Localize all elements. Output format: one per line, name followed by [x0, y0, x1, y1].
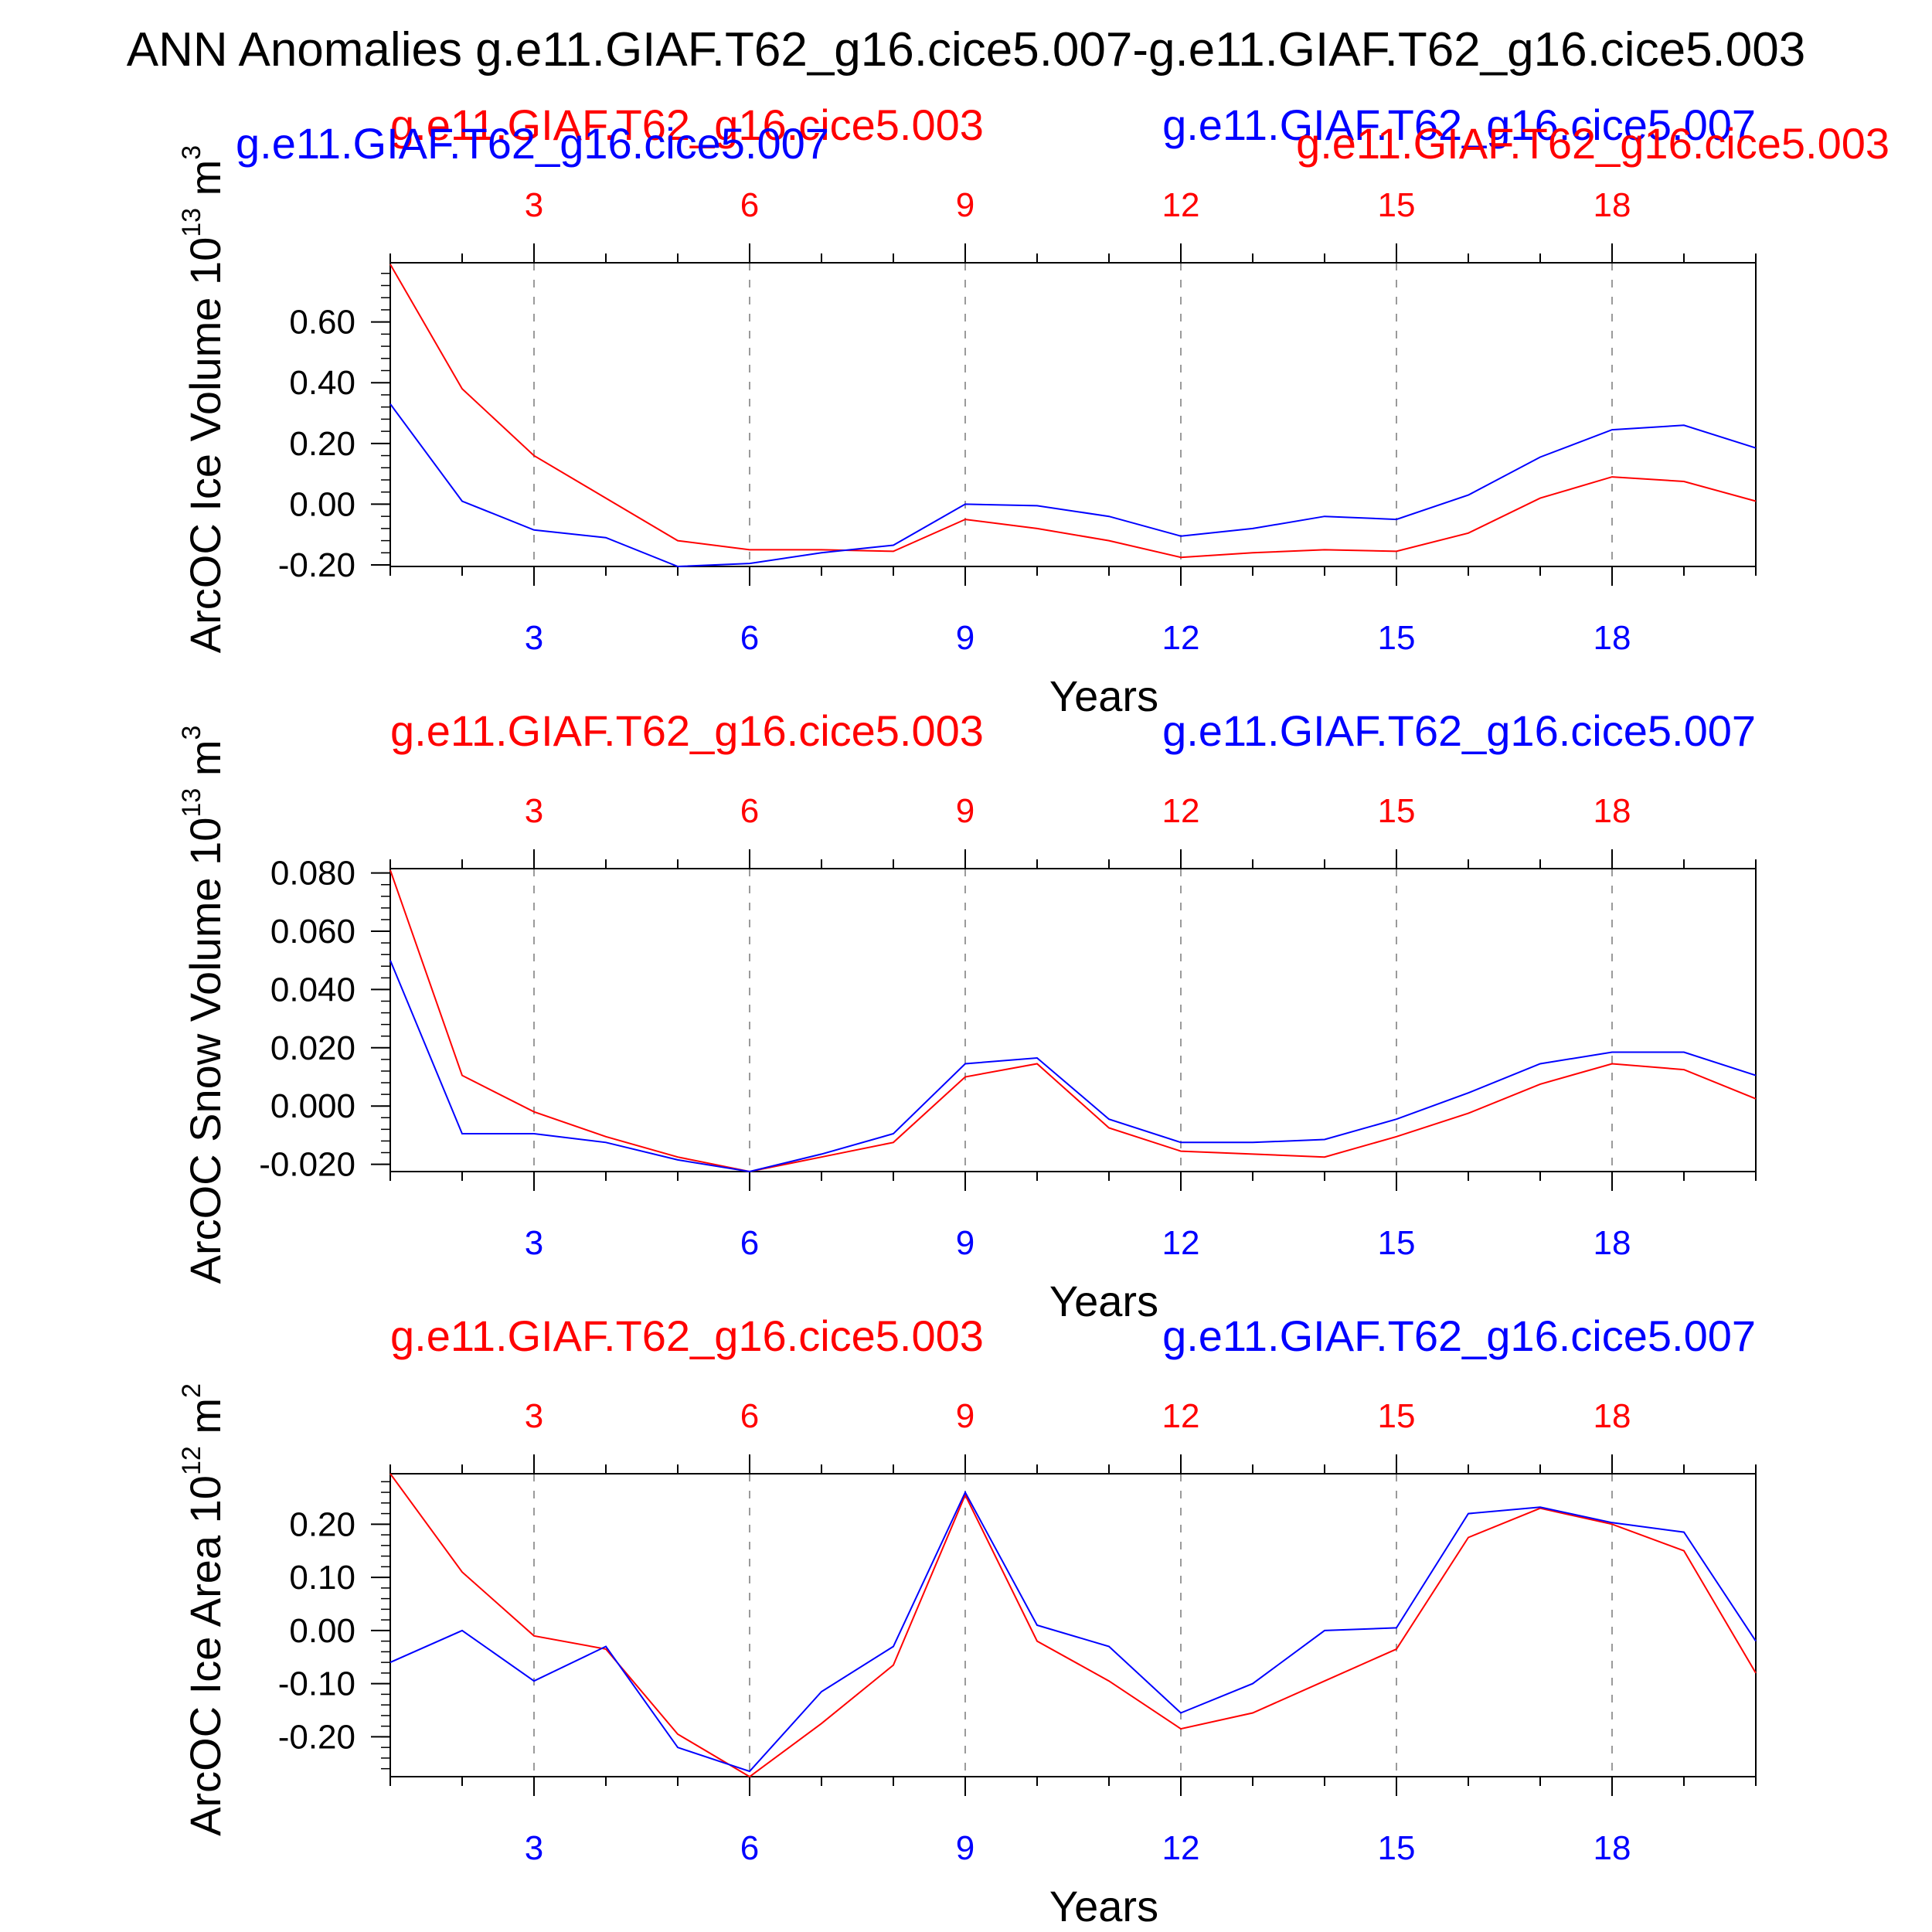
bottom-x-tick-label: 6: [740, 1829, 759, 1867]
top-x-tick-label: 12: [1162, 1397, 1200, 1435]
legend-red-case: g.e11.GIAF.T62_g16.cice5.003: [390, 706, 984, 755]
panel-2: g.e11.GIAF.T62_g16.cice5.003 g.e11.GIAF.T…: [177, 706, 1757, 1325]
y-tick-label: 0.020: [270, 1029, 355, 1067]
x-axis-label: Years: [1049, 672, 1158, 720]
y-tick-label: 0.20: [289, 425, 355, 463]
bottom-x-tick-label: 9: [956, 619, 975, 657]
x-axis-label: Years: [1049, 1277, 1158, 1325]
bottom-x-tick-label: 18: [1594, 1224, 1631, 1262]
top-x-tick-label: 12: [1162, 186, 1200, 224]
bottom-x-tick-label: 6: [740, 1224, 759, 1262]
top-x-tick-label: 12: [1162, 792, 1200, 830]
top-x-tick-label: 6: [740, 186, 759, 224]
bottom-x-tick-label: 15: [1378, 619, 1416, 657]
top-x-tick-label: 15: [1378, 186, 1416, 224]
panel-3: g.e11.GIAF.T62_g16.cice5.003 g.e11.GIAF.T…: [177, 1311, 1757, 1930]
bottom-x-tick-label: 3: [525, 619, 543, 657]
series-line-blue: [389, 960, 1757, 1173]
y-tick-label: 0.060: [270, 913, 355, 951]
bottom-x-tick-label: 15: [1378, 1829, 1416, 1867]
series-line-red: [389, 264, 1757, 559]
top-x-tick-label: 9: [956, 792, 975, 830]
bottom-x-tick-label: 12: [1162, 1829, 1200, 1867]
y-tick-label: 0.10: [289, 1559, 355, 1597]
legend-blue-case: g.e11.GIAF.T62_g16.cice5.007: [1162, 706, 1756, 755]
y-axis-label: ArcOC Ice Area 1012 m2: [177, 1383, 230, 1836]
y-tick-label: 0.000: [270, 1087, 355, 1125]
legend-red-case: g.e11.GIAF.T62_g16.cice5.003: [390, 1311, 984, 1360]
y-tick-label: 0.040: [270, 971, 355, 1009]
top-x-tick-label: 18: [1594, 1397, 1631, 1435]
plot-frame: [389, 262, 1757, 567]
bottom-x-tick-label: 12: [1162, 1224, 1200, 1262]
y-tick-label: 0.080: [270, 855, 355, 893]
series-line-blue: [389, 403, 1757, 568]
top-x-tick-label: 9: [956, 186, 975, 224]
y-tick-label: -0.10: [278, 1665, 355, 1703]
bottom-x-tick-label: 3: [525, 1224, 543, 1262]
bottom-x-tick-label: 9: [956, 1224, 975, 1262]
y-tick-label: 0.00: [289, 1612, 355, 1650]
top-x-tick-label: 6: [740, 792, 759, 830]
legend-blue-case-overlap: g.e11.GIAF.T62_g16.cice5.007: [236, 119, 829, 168]
series-line-blue: [389, 1490, 1757, 1773]
bottom-x-tick-label: 18: [1594, 619, 1631, 657]
legend-red-case-overlap: g.e11.GIAF.T62_g16.cice5.003: [1296, 119, 1889, 168]
y-tick-label: -0.020: [259, 1146, 355, 1184]
chart-panels: g.e11.GIAF.T62_g16.cice5.003 g.e11.GIAF.T…: [177, 100, 1889, 1930]
y-tick-label: -0.20: [278, 1718, 355, 1756]
plot-frame: [389, 868, 1757, 1172]
top-x-tick-label: 18: [1594, 186, 1631, 224]
y-tick-label: 0.00: [289, 485, 355, 523]
y-axis-label: ArcOC Ice Volume 1013 m3: [177, 145, 230, 653]
bottom-x-tick-label: 15: [1378, 1224, 1416, 1262]
y-tick-label: 0.60: [289, 304, 355, 342]
top-x-tick-label: 9: [956, 1397, 975, 1435]
series-line-red: [389, 869, 1757, 1173]
top-x-tick-label: 3: [525, 1397, 543, 1435]
y-tick-label: -0.20: [278, 546, 355, 584]
top-x-tick-label: 15: [1378, 1397, 1416, 1435]
bottom-x-tick-label: 12: [1162, 619, 1200, 657]
figure-title: ANN Anomalies g.e11.GIAF.T62_g16.cice5.0…: [127, 23, 1805, 77]
series-line-red: [389, 1473, 1757, 1778]
top-x-tick-label: 18: [1594, 792, 1631, 830]
top-x-tick-label: 3: [525, 792, 543, 830]
y-tick-label: 0.20: [289, 1505, 355, 1543]
bottom-x-tick-label: 18: [1594, 1829, 1631, 1867]
legend-red-case: g.e11.GIAF.T62_g16.cice5.003: [390, 100, 984, 149]
y-axis-label: ArcOC Snow Volume 1013 m3: [177, 726, 230, 1284]
x-axis-label: Years: [1049, 1882, 1158, 1930]
plot-frame: [389, 1473, 1757, 1777]
top-x-tick-label: 3: [525, 186, 543, 224]
bottom-x-tick-label: 3: [525, 1829, 543, 1867]
top-x-tick-label: 15: [1378, 792, 1416, 830]
legend-blue-case: g.e11.GIAF.T62_g16.cice5.007: [1162, 1311, 1756, 1360]
bottom-x-tick-label: 9: [956, 1829, 975, 1867]
bottom-x-tick-label: 6: [740, 619, 759, 657]
legend-blue-case: g.e11.GIAF.T62_g16.cice5.007: [1162, 100, 1756, 149]
y-tick-label: 0.40: [289, 364, 355, 402]
panel-1: g.e11.GIAF.T62_g16.cice5.003 g.e11.GIAF.T…: [177, 100, 1889, 720]
top-x-tick-label: 6: [740, 1397, 759, 1435]
